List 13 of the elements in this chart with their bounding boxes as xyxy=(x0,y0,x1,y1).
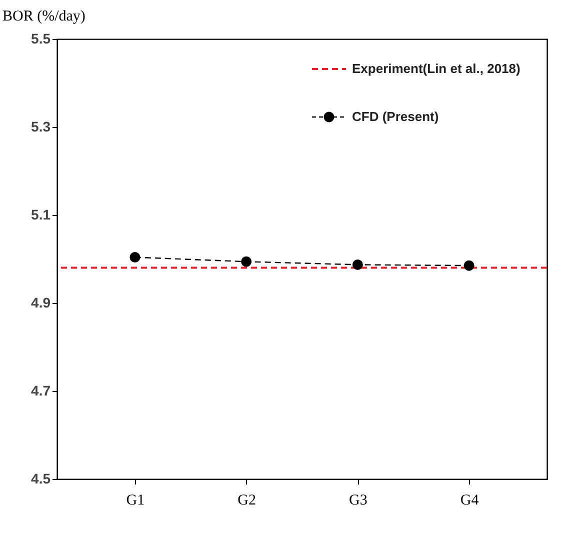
legend-label: Experiment(Lin et al., 2018) xyxy=(352,61,520,76)
x-tick-label: G3 xyxy=(349,492,368,508)
y-tick-label: 5.1 xyxy=(31,206,51,222)
x-tick-label: G1 xyxy=(126,492,145,508)
x-tick-label: G4 xyxy=(460,492,480,508)
y-tick-label: 4.5 xyxy=(31,470,51,486)
y-tick-label: 4.9 xyxy=(31,294,51,310)
y-tick-label: 5.5 xyxy=(31,30,51,46)
y-tick-label: 4.7 xyxy=(31,382,51,398)
y-tick-label: 5.3 xyxy=(31,118,51,134)
y-axis-title: BOR (%/day) xyxy=(2,8,86,24)
x-tick-label: G2 xyxy=(238,492,256,508)
legend-label: CFD (Present) xyxy=(352,109,439,124)
